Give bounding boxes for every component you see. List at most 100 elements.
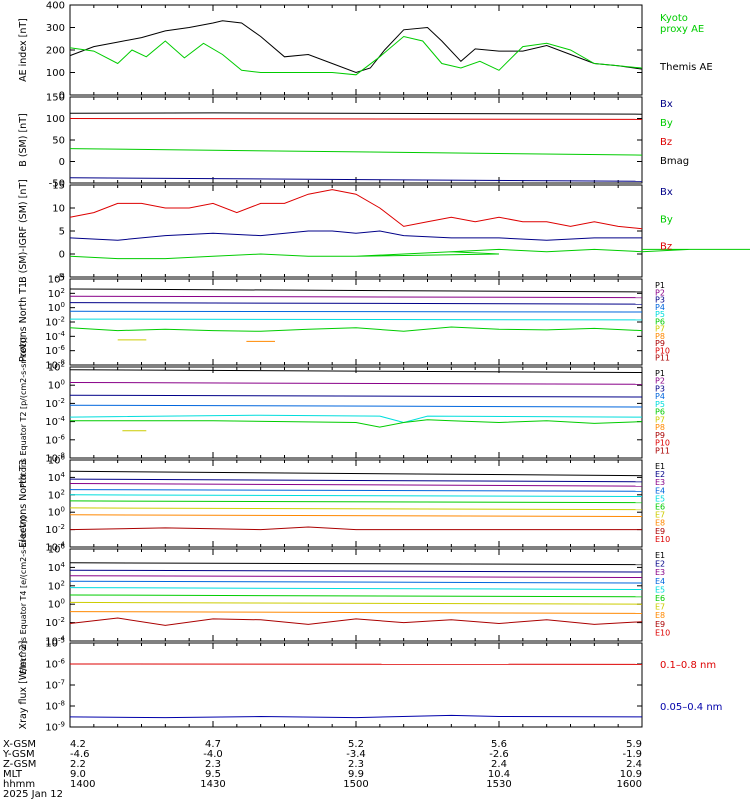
series-line-bx — [69, 177, 643, 182]
y-tick-label: 10-8 — [45, 452, 65, 465]
series-line-p3 — [69, 302, 643, 305]
series-line-p2 — [69, 382, 643, 385]
series-line-e2 — [69, 478, 643, 483]
ephemeris-value: 1430 — [200, 779, 225, 790]
y-tick-label: 0 — [59, 157, 65, 168]
ephemeris-row-label: hhmm — [3, 779, 35, 790]
y-tick-label: 10-6 — [45, 344, 65, 357]
date-label: 2025 Jan 12 — [3, 789, 63, 800]
y-tick-label: -50 — [49, 179, 65, 190]
ephemeris-value: 4.7 — [205, 739, 221, 750]
series-line-e9 — [69, 617, 643, 626]
legend-e5: E5 — [655, 494, 665, 503]
legend-e10: E10 — [655, 628, 670, 637]
panel-frame — [69, 4, 643, 96]
ephemeris-value: -3.4 — [346, 749, 366, 760]
panel-xray: 10-5 10-6 10-7 10-8 10-9 Xray flux [W/m^2] 0.1… — [18, 637, 722, 734]
ephemeris-value: 1530 — [486, 779, 511, 790]
ephemeris-value: 5.9 — [626, 739, 642, 750]
series-line-e5 — [69, 587, 643, 590]
legend-p6: P6 — [655, 408, 665, 417]
legend-e1: E1 — [655, 551, 665, 560]
series-line-p6 — [69, 326, 643, 332]
y-tick-label: 150 — [46, 93, 65, 104]
legend-p5: P5 — [655, 400, 665, 409]
ephemeris-value: -4.0 — [203, 749, 223, 760]
series-line-themis-ae — [69, 20, 643, 74]
legend-p8: P8 — [655, 423, 665, 432]
legend-p2: P2 — [655, 288, 665, 297]
series-line-p2 — [69, 295, 643, 299]
series-line-e8 — [69, 611, 643, 614]
series-line-bmag — [69, 112, 643, 115]
series-line-e6 — [69, 594, 643, 598]
y-tick-label: 102 — [48, 579, 65, 592]
legend-e7: E7 — [655, 511, 665, 520]
y-tick-label: 106 — [48, 543, 66, 556]
y-tick-label: 100 — [46, 114, 65, 125]
series-line-kyoto-proxy-ae — [69, 35, 643, 76]
y-tick-label: 10-4 — [45, 635, 65, 648]
y-axis-label: Protons Equator T2 [p/(cm2-s-sr-keV)] — [19, 337, 28, 488]
series-line-p4 — [69, 310, 643, 313]
y-tick-label: 10-9 — [45, 721, 65, 734]
legend-e6: E6 — [655, 594, 665, 603]
y-tick-label: 10-4 — [45, 415, 65, 428]
legend-by: By — [660, 214, 673, 225]
y-tick-label: 10-4 — [45, 330, 65, 343]
legend-p8: P8 — [655, 332, 665, 341]
legend-0-05-0-4-nm: 0.05–0.4 nm — [660, 702, 722, 713]
panel-bigrf: 15 10 5 0 -5 B (SM)-IGRF (SM) [nT] Bx By Bz — [18, 179, 750, 284]
y-tick-label: 10-2 — [45, 316, 65, 329]
panel-frame — [69, 96, 643, 184]
legend-p6: P6 — [655, 317, 665, 326]
panel-electrons_north: 106 104 102 100 10-2 10-4 Electrons North T3 E1… — [18, 454, 670, 554]
y-tick-label: 300 — [46, 23, 65, 34]
legend-e1: E1 — [655, 462, 665, 471]
y-axis-label: Electrons Equator T4 [e/(cm2-s-sr-keV)] — [19, 516, 28, 674]
y-tick-label: 104 — [48, 273, 66, 286]
y-tick-label: 100 — [46, 68, 65, 79]
y-tick-label: 10-2 — [45, 616, 65, 629]
legend-bz: Bz — [660, 137, 672, 148]
legend-e6: E6 — [655, 503, 665, 512]
ephemeris-value: -2.6 — [489, 749, 509, 760]
legend-e2: E2 — [655, 470, 665, 479]
legend-e2: E2 — [655, 560, 665, 569]
ephemeris-value: 2.3 — [205, 759, 221, 770]
legend-e8: E8 — [655, 519, 665, 528]
ephemeris-row-label: MLT — [3, 769, 23, 780]
y-axis-label: Protons North T1 — [18, 282, 29, 362]
series-line-p5 — [69, 414, 643, 424]
ephemeris-row-label: X-GSM — [3, 739, 36, 750]
panel-ae: 400 300 200 100 0 AE index [nT] Themis AE Kyoto… — [18, 1, 713, 102]
legend-p11: P11 — [655, 354, 670, 363]
legend-p10: P10 — [655, 346, 670, 355]
legend-p3: P3 — [655, 384, 665, 393]
y-tick-label: 10-2 — [45, 397, 65, 410]
legend-p2: P2 — [655, 377, 665, 386]
series-line-by — [69, 148, 643, 156]
series-line-p4 — [69, 404, 643, 408]
y-tick-label: 104 — [48, 471, 66, 484]
ephemeris-value: 10.4 — [488, 769, 510, 780]
y-tick-label: 50 — [52, 136, 65, 147]
legend-e5: E5 — [655, 585, 665, 594]
legend-p10: P10 — [655, 439, 670, 448]
series-line-e6 — [69, 500, 643, 504]
legend-e10: E10 — [655, 535, 670, 544]
legend-bx: Bx — [660, 99, 673, 110]
legend-e8: E8 — [655, 611, 665, 620]
series-line-0-05-0-4-nm — [69, 714, 643, 719]
y-tick-label: 10-4 — [45, 541, 65, 554]
ephemeris-value: -4.6 — [70, 749, 90, 760]
series-line-p1 — [69, 288, 643, 293]
legend-p7: P7 — [655, 325, 665, 334]
ephemeris-value: 9.0 — [70, 769, 86, 780]
y-tick-label: 10-5 — [45, 637, 65, 650]
ephemeris-value: 1600 — [617, 779, 642, 790]
ephemeris-value: 10.9 — [620, 769, 642, 780]
